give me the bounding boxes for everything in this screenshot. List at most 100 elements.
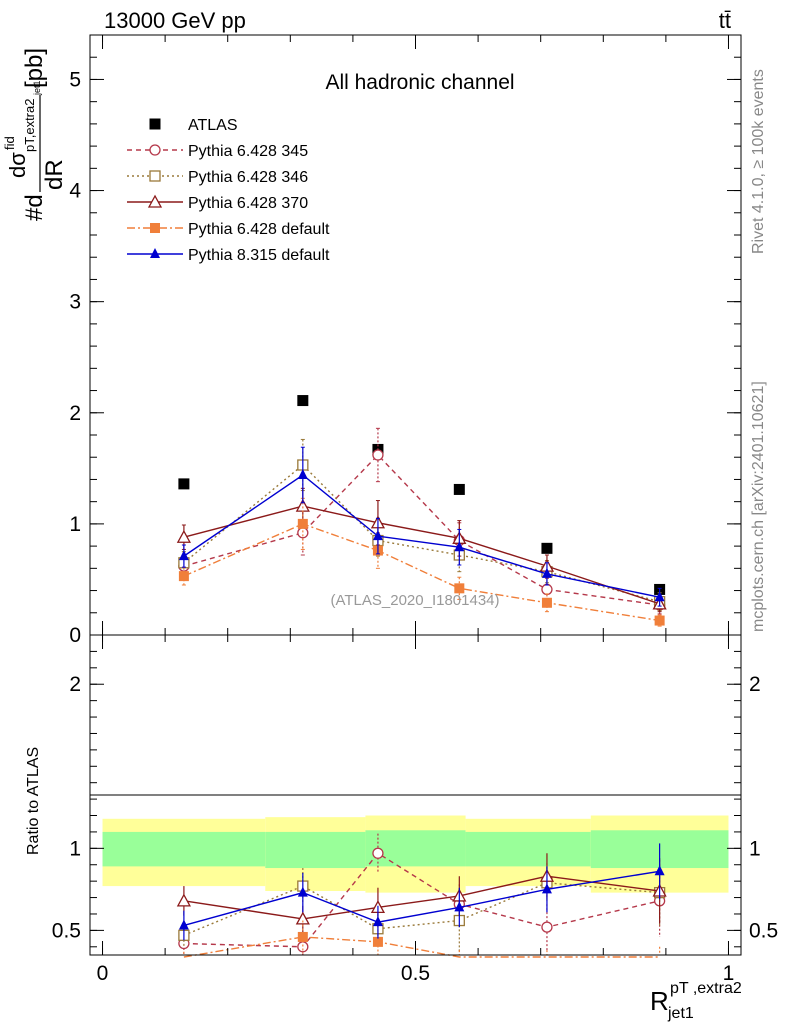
legend-marker [149, 170, 161, 182]
ratio-point-pythia-8-315-default [372, 916, 383, 927]
x-tick-label: 1 [723, 962, 735, 985]
main-y-axis-label: #d dσ fid pT,extra2 jet1 dR [pb] [2, 48, 68, 221]
main-y-tick-label: 2 [69, 402, 81, 425]
x-tick-label: 0 [97, 962, 109, 985]
legend-item-pythia-6-428-345: Pythia 6.428 345 [127, 143, 308, 160]
rivet-label: Rivet 4.1.0, ≥ 100k events [750, 69, 767, 254]
legend-item-pythia-6-428-370: Pythia 6.428 370 [127, 194, 308, 212]
main-y-tick-label: 4 [69, 180, 81, 203]
ratio-series-pythia-8-315-default [178, 843, 665, 941]
mcplots-label: mcplots.cern.ch [arXiv:2401.10621] [750, 381, 767, 632]
data-point-pythia-6-428-345 [541, 583, 553, 596]
y-label-prefix: #d [21, 194, 48, 221]
data-point-pythia-6-428-default [454, 583, 465, 594]
ratio-inner-band [102, 831, 266, 867]
series-pythia-6-428-345 [178, 427, 666, 615]
y-label-unit: [pb] [21, 48, 48, 88]
ratio-point-pythia-6-428-345 [372, 847, 384, 859]
ratio-point-pythia-6-428-370 [176, 893, 191, 907]
ratio-inner-band [465, 831, 591, 867]
ratio-point-pythia-6-428-345 [541, 921, 553, 933]
data-point-atlas [453, 483, 465, 495]
legend-marker [147, 194, 163, 208]
ratio-bands [102, 815, 729, 893]
x-tick-label: 0.5 [401, 962, 430, 985]
data-point-pythia-8-315-default [454, 541, 465, 552]
main-y-tick-label: 5 [69, 68, 81, 91]
ratio-line-pythia-6-428-346 [183, 882, 660, 936]
y-label-denominator: dR [41, 159, 68, 190]
ratio-series-pythia-6-428-default [183, 920, 661, 958]
series-line-pythia-6-428-346 [183, 464, 660, 603]
legend-label: Pythia 6.428 default [188, 221, 330, 238]
ratio-point-pythia-8-315-default [297, 886, 308, 897]
series-line-pythia-6-428-default [183, 523, 660, 622]
data-point-atlas [178, 478, 190, 490]
legend-item-pythia-6-428-346: Pythia 6.428 346 [127, 169, 308, 186]
main-y-tick-label: 0 [69, 624, 81, 647]
ratio-inner-band [265, 831, 366, 869]
series-pythia-6-428-346 [178, 438, 666, 612]
ratio-line-pythia-6-428-default [183, 936, 660, 958]
x-label-main: R [650, 986, 669, 1016]
legend-label: Pythia 6.428 345 [188, 143, 308, 160]
data-point-pythia-8-315-default [372, 530, 383, 541]
ratio-y-tick-label-right: 2 [749, 673, 761, 696]
ratio-point-pythia-8-315-default [654, 865, 665, 876]
x-label-sub: jet1 [667, 1005, 694, 1022]
ratio-series-layer [176, 833, 667, 958]
data-point-pythia-6-428-345 [372, 449, 384, 461]
legend-label: ATLAS [188, 117, 238, 134]
legend-item-pythia-8-315-default: Pythia 8.315 default [127, 247, 330, 264]
series-pythia-6-428-default [178, 497, 665, 627]
ratio-inner-band [365, 830, 466, 867]
ratio-line-pythia-6-428-370 [183, 875, 660, 920]
series-line-pythia-6-428-370 [183, 505, 660, 605]
process-label: tt̄ [719, 8, 731, 33]
data-point-pythia-6-428-default [297, 518, 308, 529]
ratio-point-pythia-8-315-default [178, 919, 189, 930]
data-point-atlas [541, 542, 553, 554]
legend-marker [149, 144, 161, 156]
ratio-y-tick-label-right: 0.5 [749, 919, 778, 942]
legend-marker [150, 248, 160, 258]
analysis-watermark: (ATLAS_2020_I1801434) [330, 592, 499, 609]
series-line-pythia-6-428-345 [183, 453, 660, 606]
data-point-pythia-6-428-default [654, 615, 665, 626]
data-point-pythia-6-428-370 [176, 529, 191, 543]
data-point-pythia-6-428-default [541, 597, 552, 608]
legend-item-atlas: ATLAS [149, 117, 238, 134]
legend-marker [150, 223, 160, 233]
series-atlas [178, 395, 666, 595]
data-point-atlas [297, 395, 309, 407]
data-point-pythia-8-315-default [541, 567, 552, 578]
legend-label: Pythia 6.428 346 [188, 169, 308, 186]
ratio-y-tick-label-right: 1 [749, 837, 761, 860]
data-point-pythia-6-428-default [178, 571, 189, 582]
ratio-axis-ticks: 0 0.5 1 0.5 0.5 1 1 2 2 [52, 635, 778, 985]
series-pythia-8-315-default [178, 446, 665, 607]
ratio-line-pythia-8-315-default [183, 870, 660, 927]
y-label-fid: fid [2, 136, 17, 150]
ratio-line-pythia-6-428-345 [183, 852, 660, 948]
main-series-layer [176, 395, 667, 627]
ratio-y-tick-label: 0.5 [52, 919, 81, 942]
x-axis-label: R pT ,extra2 jet1 [650, 980, 742, 1022]
data-point-pythia-8-315-default [654, 591, 665, 602]
ratio-point-pythia-8-315-default [541, 883, 552, 894]
ratio-panel: 0 0.5 1 0.5 0.5 1 1 2 2 Ratio to ATLAS [25, 634, 778, 985]
y-label-numerator: dσ [5, 152, 30, 178]
legend: ATLAS Pythia 6.428 345 Pythia 6.428 346 Pyt… [127, 117, 330, 264]
data-point-pythia-8-315-default [178, 550, 189, 561]
energy-label: 13000 GeV pp [104, 8, 246, 33]
ratio-y-tick-label: 1 [69, 837, 81, 860]
ratio-point-pythia-6-428-370 [295, 911, 310, 925]
ratio-point-pythia-6-428-default [372, 936, 383, 947]
y-label-sub: pT,extra2 [22, 99, 37, 152]
main-y-tick-label: 3 [69, 291, 81, 314]
main-panel: 0 1 2 3 4 5 All hadronic channel (ATLAS_2020_… [69, 34, 742, 647]
main-axis-ticks: 0 1 2 3 4 5 [69, 35, 741, 647]
ratio-y-tick-label: 2 [69, 673, 81, 696]
legend-item-pythia-6-428-default: Pythia 6.428 default [127, 221, 330, 238]
